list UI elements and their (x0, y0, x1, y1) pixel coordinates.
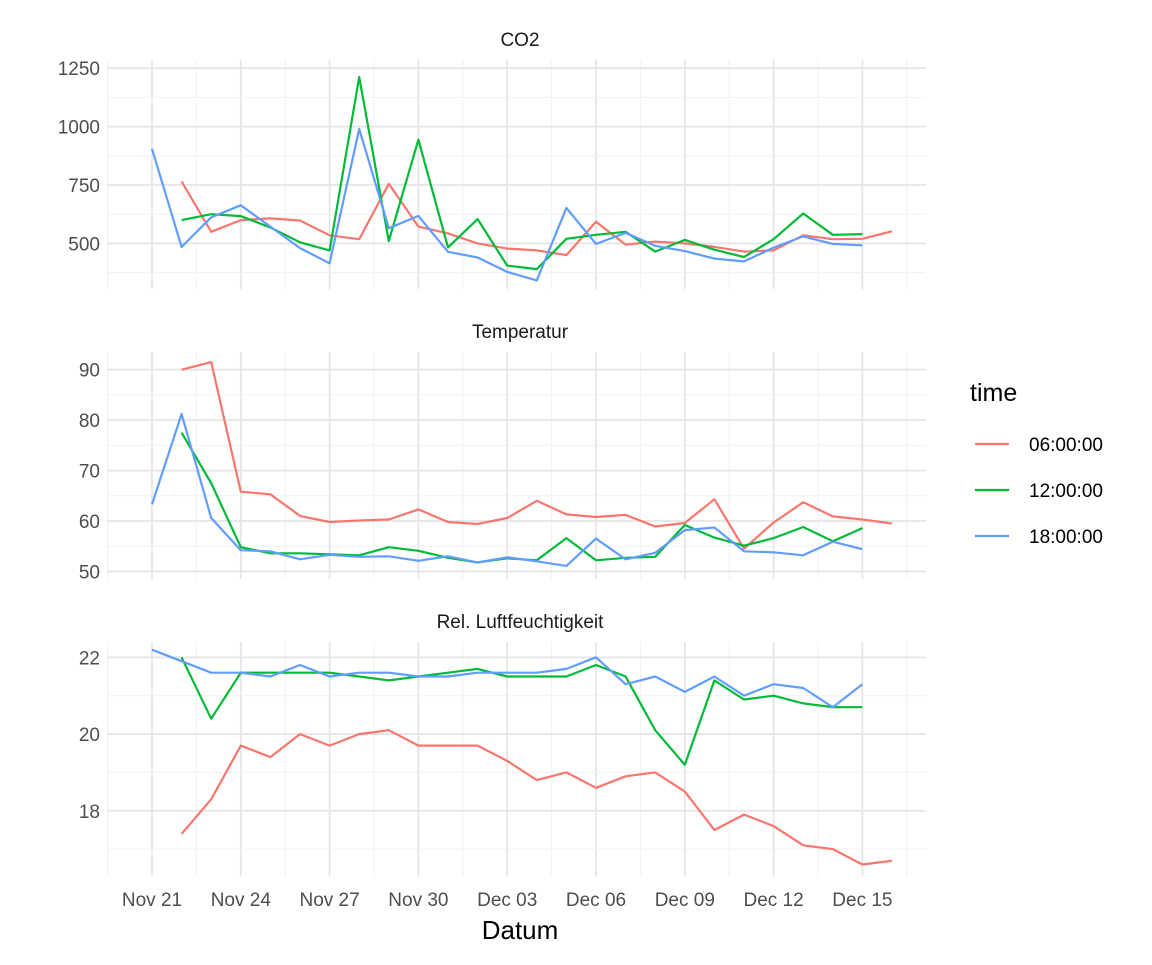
y-tick-label: 70 (79, 462, 100, 483)
panel-title: CO2 (500, 30, 539, 51)
series-line-180000 (150, 127, 863, 282)
y-tick-label: 60 (79, 512, 100, 533)
x-tick-label: Nov 30 (388, 890, 448, 911)
series-line-120000 (180, 656, 863, 766)
series-line-060000 (180, 180, 893, 257)
panel-title: Rel. Luftfeuchtigkeit (437, 612, 605, 633)
series-line-060000 (180, 729, 893, 866)
series-line-180000 (151, 648, 864, 709)
y-tick-label: 1250 (58, 59, 100, 80)
legend-label: 12:00:00 (1029, 481, 1103, 502)
label-layer: CO2 500 750 1000 1250 Temperatur 50 60 70 80 90 Rel… (58, 30, 1103, 911)
y-tick-label: 50 (79, 562, 100, 583)
series-layer (150, 76, 893, 866)
x-axis-title: Datum (482, 915, 559, 945)
panel-title: Temperatur (472, 322, 569, 343)
x-tick-label: Dec 12 (743, 890, 803, 911)
y-tick-label: 20 (79, 725, 100, 746)
x-tick-label: Nov 27 (299, 890, 359, 911)
series-line-180000 (150, 412, 863, 567)
x-tick-label: Nov 24 (211, 890, 272, 911)
x-tick-label: Nov 21 (122, 890, 182, 911)
y-tick-label: 500 (68, 234, 100, 255)
y-tick-label: 750 (68, 176, 100, 197)
series-line-060000 (181, 361, 893, 550)
y-tick-label: 18 (79, 802, 100, 823)
legend-label: 18:00:00 (1029, 527, 1103, 548)
series-line-120000 (181, 76, 863, 271)
x-tick-label: Dec 03 (477, 890, 537, 911)
legend-label: 06:00:00 (1029, 435, 1103, 456)
y-tick-label: 1000 (58, 118, 100, 139)
y-tick-label: 80 (79, 411, 100, 432)
legend-title: time (970, 379, 1017, 407)
x-tick-label: Dec 06 (566, 890, 626, 911)
x-tick-label: Dec 15 (832, 890, 892, 911)
series-line-120000 (180, 432, 863, 564)
y-tick-label: 90 (79, 361, 100, 382)
grid-layer (107, 60, 926, 876)
x-tick-label: Dec 09 (655, 890, 715, 911)
y-tick-label: 22 (79, 648, 100, 669)
